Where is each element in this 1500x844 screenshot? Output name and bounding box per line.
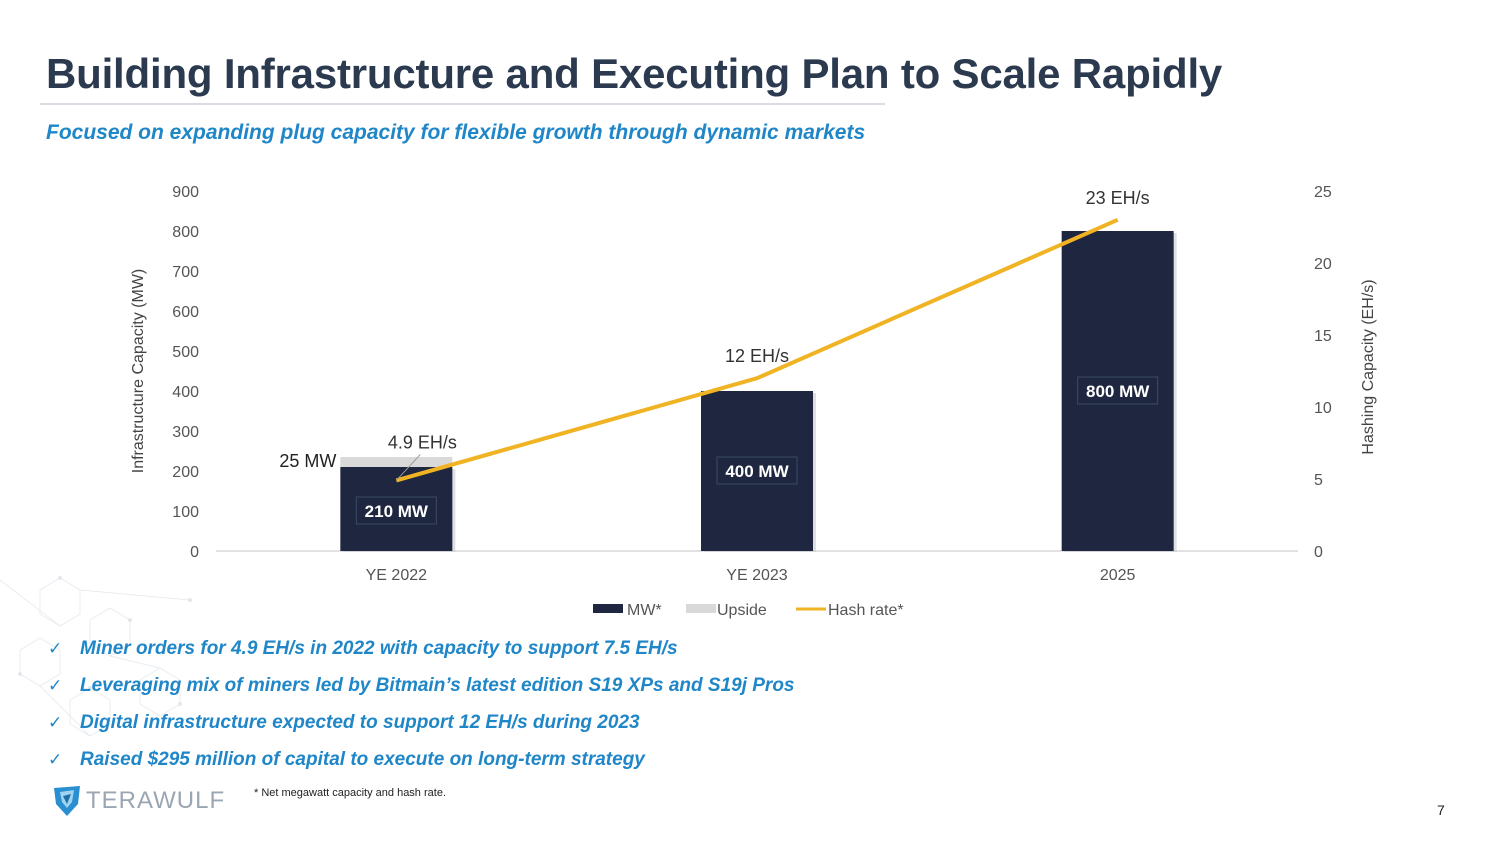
legend-label: Hash rate* (828, 602, 904, 619)
bullet-text: Leveraging mix of miners led by Bitmain’… (80, 674, 795, 696)
list-item: ✓ Leveraging mix of miners led by Bitmain… (48, 667, 795, 704)
wolf-shield-icon (54, 786, 80, 816)
title-divider (40, 103, 885, 105)
x-axis-tick-label: YE 2023 (726, 567, 787, 584)
list-item: ✓ Digital infrastructure expected to supp… (48, 704, 795, 741)
left-axis-tick-label: 500 (172, 344, 199, 361)
hash-rate-label: 23 EH/s (1086, 188, 1150, 208)
left-axis-tick-label: 400 (172, 384, 199, 401)
bars: 210 MW 400 MW 800 MW 25 MW (279, 231, 1177, 552)
list-item: ✓ Miner orders for 4.9 EH/s in 2022 with … (48, 630, 795, 667)
bar-value-label: 800 MW (1086, 382, 1150, 401)
key-points-list: ✓ Miner orders for 4.9 EH/s in 2022 with … (48, 630, 795, 778)
left-axis-label: Infrastructure Capacity (MW) (130, 269, 147, 473)
left-axis-tick-label: 700 (172, 264, 199, 281)
checkmark-icon: ✓ (48, 675, 63, 696)
right-axis-tick-label: 20 (1314, 256, 1332, 273)
legend-label: MW* (627, 602, 662, 619)
list-item: ✓ Raised $295 million of capital to execu… (48, 741, 795, 778)
checkmark-icon: ✓ (48, 638, 63, 659)
left-axis-ticks: 0 100 200 300 400 500 600 700 800 900 (172, 184, 199, 561)
x-axis-ticks: YE 2022 YE 2023 2025 (366, 567, 1136, 584)
x-axis-tick-label: 2025 (1100, 567, 1136, 584)
bullet-text: Miner orders for 4.9 EH/s in 2022 with c… (80, 637, 678, 659)
checkmark-icon: ✓ (48, 712, 63, 733)
right-axis-tick-label: 15 (1314, 328, 1332, 345)
left-axis-tick-label: 600 (172, 304, 199, 321)
hash-rate-line-layer: 4.9 EH/s 12 EH/s 23 EH/s (388, 188, 1150, 483)
right-axis-tick-label: 10 (1314, 400, 1332, 417)
slide-title: Building Infrastructure and Executing Pl… (46, 50, 1223, 97)
legend-swatch (593, 604, 623, 613)
x-axis-tick-label: YE 2022 (366, 567, 427, 584)
legend-label: Upside (717, 602, 767, 619)
company-logo: TERAWULF (52, 784, 225, 818)
bar-value-label: 400 MW (725, 462, 789, 481)
footnote: * Net megawatt capacity and hash rate. (254, 787, 446, 799)
left-axis-tick-label: 0 (190, 544, 199, 561)
slide-subtitle: Focused on expanding plug capacity for f… (46, 121, 866, 144)
left-axis-tick-label: 200 (172, 464, 199, 481)
right-axis-ticks: 0 5 10 15 20 25 (1314, 184, 1332, 561)
right-axis-tick-label: 25 (1314, 184, 1332, 201)
left-axis-tick-label: 100 (172, 504, 199, 521)
left-axis-tick-label: 800 (172, 224, 199, 241)
bullet-text: Digital infrastructure expected to suppo… (80, 711, 640, 733)
capacity-chart: 0 100 200 300 400 500 600 700 800 900 0 5 10 15 20 25 … (130, 184, 1377, 619)
right-axis-tick-label: 0 (1314, 544, 1323, 561)
bar-value-label-box (1077, 376, 1159, 405)
bar-value-label-box (355, 496, 437, 525)
network-pattern-decoration (0, 576, 192, 737)
left-axis-tick-label: 300 (172, 424, 199, 441)
left-axis-tick-label: 900 (172, 184, 199, 201)
right-axis-tick-label: 5 (1314, 472, 1323, 489)
bullet-text: Raised $295 million of capital to execut… (80, 748, 645, 770)
hash-rate-label: 4.9 EH/s (388, 432, 457, 452)
bar-value-label-box (716, 456, 798, 485)
chart-legend: MW* Upside Hash rate* (593, 602, 904, 619)
checkmark-icon: ✓ (48, 749, 63, 770)
bar-value-label: 210 MW (365, 502, 429, 521)
upside-value-label: 25 MW (279, 451, 336, 471)
bar-upside (340, 457, 453, 467)
page-number: 7 (1437, 802, 1445, 818)
logo-wordmark: TERAWULF (86, 787, 226, 814)
hash-rate-label-leader (395, 454, 421, 481)
right-axis-label: Hashing Capacity (EH/s) (1360, 279, 1377, 454)
legend-swatch (686, 604, 716, 613)
hash-rate-label: 12 EH/s (725, 346, 789, 366)
